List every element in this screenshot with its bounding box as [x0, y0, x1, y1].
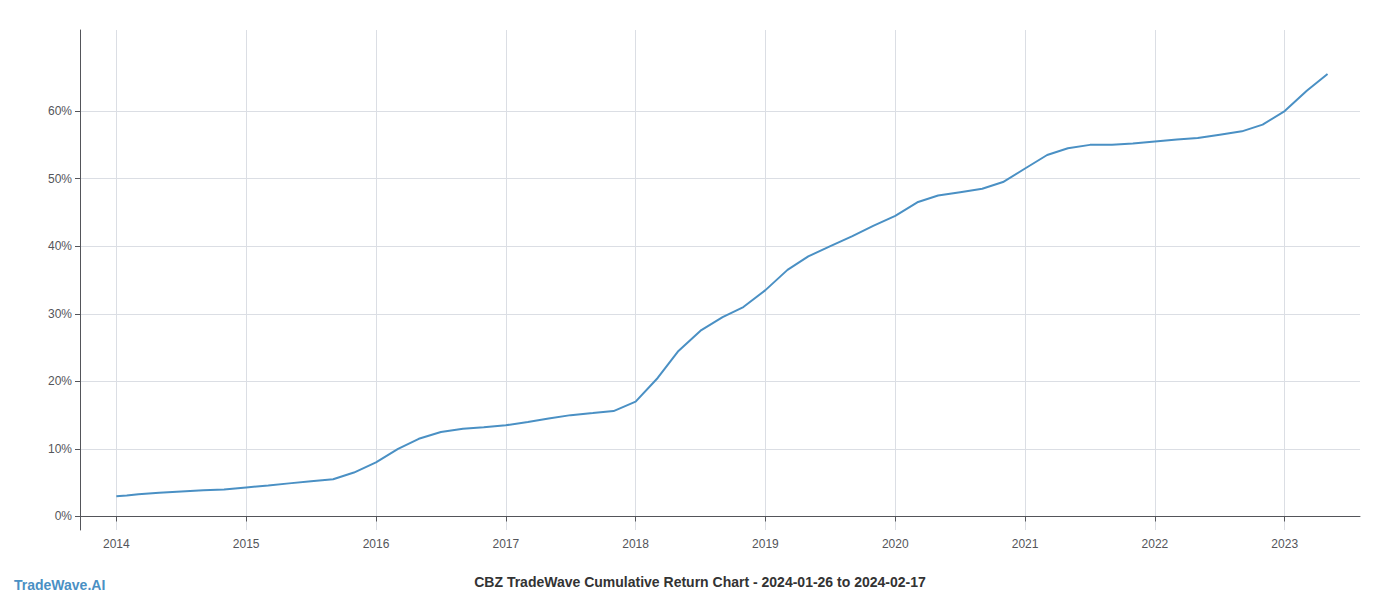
svg-text:2016: 2016	[363, 537, 390, 551]
svg-text:2018: 2018	[622, 537, 649, 551]
svg-text:40%: 40%	[48, 239, 72, 253]
svg-text:2021: 2021	[1012, 537, 1039, 551]
svg-text:2014: 2014	[103, 537, 130, 551]
svg-text:TradeWave.AI: TradeWave.AI	[14, 577, 105, 593]
svg-text:2017: 2017	[492, 537, 519, 551]
svg-text:2022: 2022	[1142, 537, 1169, 551]
svg-text:2019: 2019	[752, 537, 779, 551]
svg-text:20%: 20%	[48, 374, 72, 388]
svg-text:2020: 2020	[882, 537, 909, 551]
svg-text:50%: 50%	[48, 172, 72, 186]
svg-text:2023: 2023	[1271, 537, 1298, 551]
svg-text:CBZ TradeWave Cumulative Retur: CBZ TradeWave Cumulative Return Chart - …	[474, 574, 926, 590]
svg-text:60%: 60%	[48, 104, 72, 118]
svg-text:2015: 2015	[233, 537, 260, 551]
svg-text:0%: 0%	[55, 509, 73, 523]
svg-text:10%: 10%	[48, 442, 72, 456]
svg-text:30%: 30%	[48, 307, 72, 321]
